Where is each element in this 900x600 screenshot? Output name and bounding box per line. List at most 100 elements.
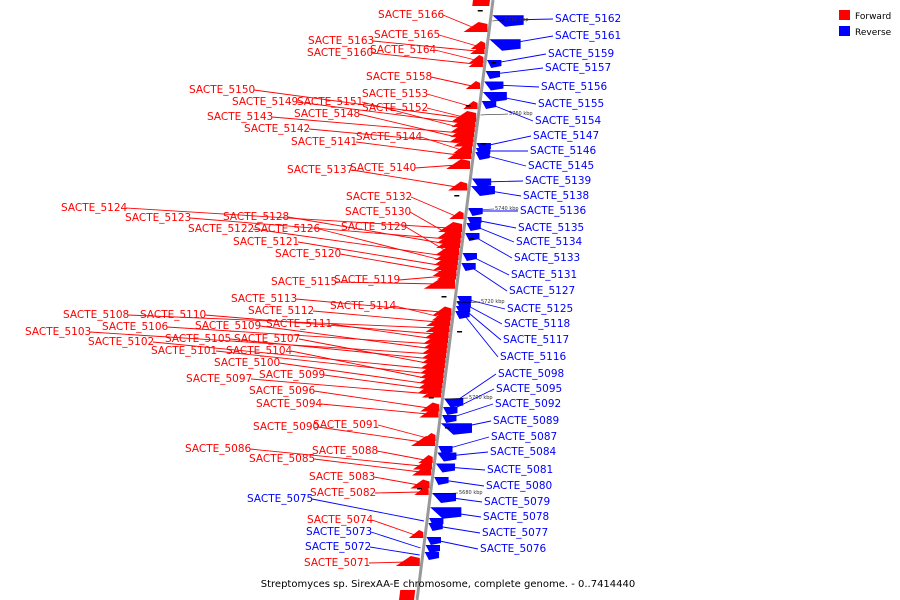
gene-label: SACTE_5149	[232, 96, 298, 108]
gene-label: SACTE_5126	[254, 223, 321, 235]
label-connector	[463, 313, 499, 358]
gene-label: SACTE_5097	[186, 373, 252, 385]
label-connector	[377, 424, 428, 439]
label-connector	[252, 228, 446, 257]
forward-gene-arrow	[446, 159, 471, 169]
gene-label: SACTE_5080	[486, 480, 552, 492]
label-connector	[438, 34, 478, 47]
label-connector	[372, 40, 477, 52]
gene-label: SACTE_5158	[366, 71, 432, 83]
gene-label: SACTE_5113	[231, 293, 297, 305]
label-connector	[483, 154, 527, 167]
gene-label: SACTE_5112	[248, 305, 314, 317]
label-connector	[430, 76, 473, 87]
label-connector	[358, 113, 461, 139]
gene-label: SACTE_5160	[307, 47, 373, 59]
label-connector	[152, 341, 432, 370]
gene-label: SACTE_5139	[525, 175, 591, 187]
label-connector	[434, 49, 476, 61]
gene-label: SACTE_5124	[61, 202, 128, 214]
reverse-gene-arrow	[468, 208, 483, 216]
reverse-gene-arrow	[471, 178, 492, 188]
reverse-gene-arrow	[470, 186, 495, 196]
label-connector	[313, 390, 429, 409]
gene-label: SACTE_5115	[271, 276, 337, 288]
label-connector	[398, 275, 446, 281]
gene-label: SACTE_5074	[307, 514, 374, 526]
gene-label: SACTE_5138	[523, 190, 589, 202]
label-connector	[320, 403, 429, 415]
reverse-gene-arrow	[443, 407, 458, 415]
label-connector	[434, 539, 479, 550]
gene-label: SACTE_5109	[195, 320, 261, 332]
forward-gene-arrow	[448, 181, 468, 191]
gene-label: SACTE_5117	[503, 334, 569, 346]
gene-label: SACTE_5155	[538, 98, 604, 110]
axis-tick-label: 5680 kbp	[459, 490, 483, 496]
label-connector	[474, 225, 515, 243]
tick-mark	[477, 10, 483, 12]
label-connector	[313, 458, 421, 473]
gene-label: SACTE_5084	[490, 446, 557, 458]
gene-label: SACTE_5165	[374, 29, 440, 41]
reverse-gene-arrow	[437, 452, 457, 462]
forward-gene-arrow	[472, 0, 490, 6]
gene-label: SACTE_5072	[305, 541, 371, 553]
label-connector	[454, 373, 497, 403]
gene-label: SACTE_5132	[346, 191, 412, 203]
gene-label: SACTE_5141	[291, 136, 357, 148]
label-connector	[351, 169, 457, 188]
gene-label: SACTE_5153	[362, 88, 428, 100]
gene-label: SACTE_5120	[275, 248, 341, 260]
gene-label: SACTE_5081	[487, 464, 553, 476]
reverse-gene-arrow	[442, 415, 457, 423]
legend-reverse-swatch	[839, 26, 850, 36]
label-connector	[308, 128, 463, 144]
label-connector	[215, 350, 431, 375]
gene-label: SACTE_5091	[313, 419, 379, 431]
label-connector	[450, 403, 494, 419]
gene-label: SACTE_5100	[214, 357, 280, 369]
label-connector	[442, 14, 475, 29]
label-connector	[298, 338, 432, 365]
tick-connector	[468, 208, 495, 211]
gene-label: SACTE_5127	[509, 285, 575, 297]
reverse-gene-arrow	[444, 398, 464, 408]
gene-label: SACTE_5157	[545, 62, 611, 74]
label-connector	[446, 436, 490, 450]
label-connector	[361, 101, 462, 129]
gene-label: SACTE_5123	[125, 212, 191, 224]
tick-connector	[456, 301, 481, 304]
label-connector	[370, 531, 421, 549]
reverse-gene-arrow	[429, 518, 444, 526]
gene-label: SACTE_5119	[334, 274, 400, 286]
gene-label: SACTE_5106	[102, 321, 169, 333]
tick-connector	[480, 113, 509, 116]
label-connector	[339, 253, 444, 273]
label-connector	[473, 235, 513, 259]
tick-mark	[454, 195, 460, 197]
label-connector	[464, 303, 503, 325]
label-connector	[465, 298, 506, 310]
label-connector	[250, 378, 431, 395]
gene-label: SACTE_5146	[530, 145, 597, 157]
reverse-gene-arrow	[455, 311, 470, 319]
gene-label: SACTE_5105	[165, 333, 231, 345]
gene-label: SACTE_5151	[297, 96, 363, 108]
label-connector	[371, 52, 475, 65]
label-connector	[317, 426, 423, 443]
label-connector	[495, 53, 547, 64]
forward-gene-arrow	[418, 455, 433, 463]
label-connector	[355, 141, 459, 156]
gene-label: SACTE_5162	[555, 13, 621, 25]
forward-gene-arrow	[408, 530, 424, 538]
gene-label: SACTE_5077	[482, 527, 548, 539]
gene-label: SACTE_5156	[541, 81, 608, 93]
forward-gene-arrow	[412, 466, 432, 476]
label-connector	[290, 350, 431, 380]
label-connector	[125, 207, 450, 229]
gene-label: SACTE_5143	[207, 111, 273, 123]
label-connector	[493, 67, 544, 75]
forward-gene-arrow	[419, 408, 439, 418]
label-connector	[426, 93, 470, 107]
